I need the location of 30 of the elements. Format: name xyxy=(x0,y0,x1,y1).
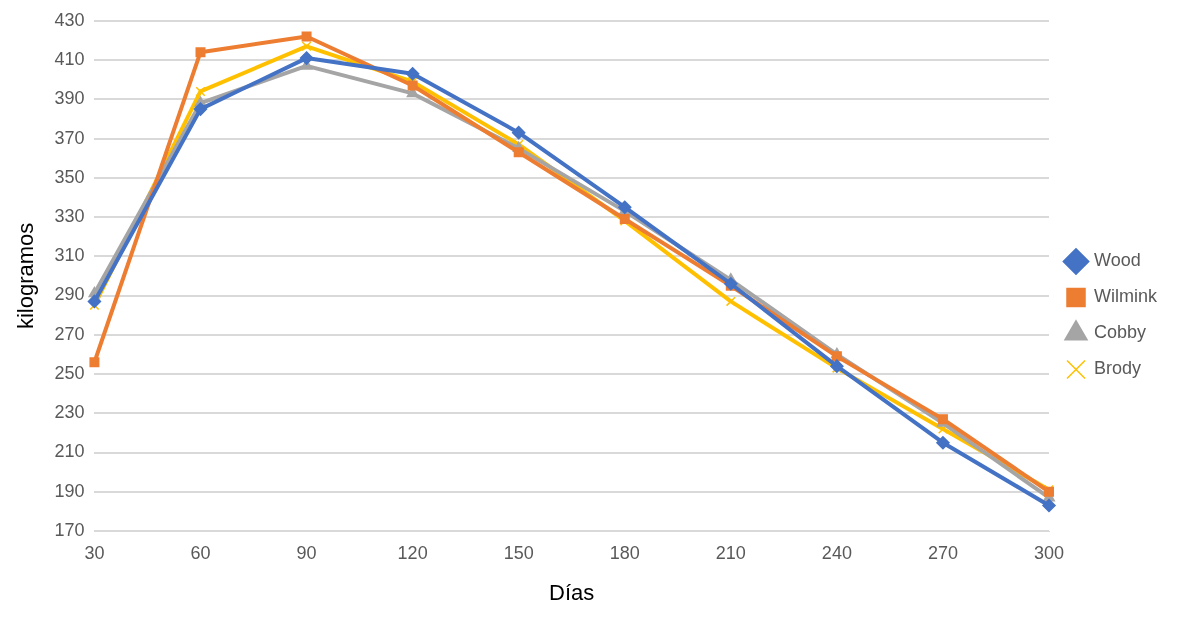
x-tick-label: 60 xyxy=(190,542,211,563)
y-tick-label: 290 xyxy=(54,284,85,305)
legend-label: Brody xyxy=(1094,358,1142,379)
y-tick-label: 370 xyxy=(54,127,85,148)
x-tick-label: 210 xyxy=(715,542,746,563)
x-tick-label: 270 xyxy=(927,542,958,563)
y-tick-label: 430 xyxy=(54,9,85,30)
x-tick-label: 240 xyxy=(821,542,852,563)
y-tick-label: 190 xyxy=(54,480,85,501)
x-tick-label: 30 xyxy=(84,542,105,563)
x-tick-label: 180 xyxy=(609,542,640,563)
y-tick-label: 230 xyxy=(54,402,85,423)
x-tick-label: 300 xyxy=(1033,542,1065,563)
y-tick-label: 310 xyxy=(54,245,85,266)
y-tick-label: 170 xyxy=(54,519,85,540)
y-tick-label: 250 xyxy=(54,362,85,383)
y-tick-label: 210 xyxy=(54,441,85,462)
legend-label: Cobby xyxy=(1094,322,1147,343)
y-axis-title: kilogramos xyxy=(13,222,39,330)
x-tick-label: 120 xyxy=(397,542,428,563)
y-tick-label: 390 xyxy=(54,88,85,109)
y-tick-label: 410 xyxy=(54,49,85,70)
legend-label: Wilmink xyxy=(1094,286,1158,307)
y-tick-label: 270 xyxy=(54,323,85,344)
legend-label: Wood xyxy=(1094,250,1141,271)
y-tick-label: 350 xyxy=(54,166,85,187)
x-tick-label: 150 xyxy=(503,542,534,563)
y-tick-label: 330 xyxy=(54,206,85,226)
x-tick-label: 90 xyxy=(296,542,317,563)
x-axis-title: Días xyxy=(549,579,595,605)
